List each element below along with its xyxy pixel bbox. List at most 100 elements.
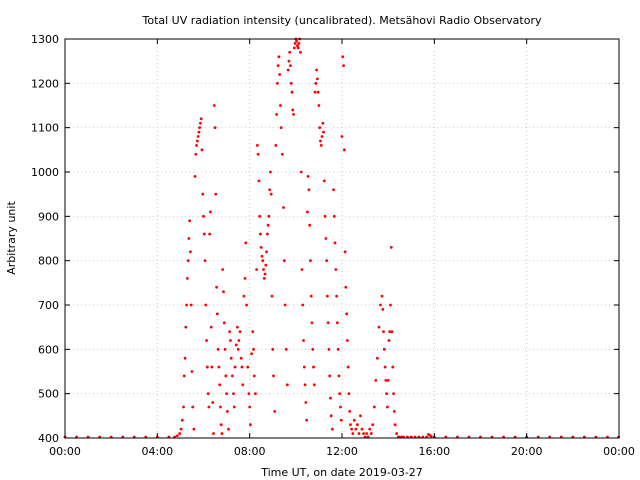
data-point <box>312 383 316 387</box>
data-point <box>224 374 228 378</box>
data-point <box>292 46 296 50</box>
data-point <box>295 44 299 48</box>
y-tick-label: 700 <box>38 299 59 312</box>
data-point <box>249 423 252 427</box>
data-point <box>265 232 269 236</box>
data-point <box>339 405 342 409</box>
data-point <box>203 259 207 263</box>
data-point <box>354 427 358 431</box>
data-point <box>335 321 339 325</box>
data-point <box>262 277 266 280</box>
data-point <box>201 192 205 196</box>
data-point <box>275 112 278 116</box>
data-point <box>272 374 275 378</box>
data-point <box>360 427 364 431</box>
data-point <box>278 73 282 76</box>
data-point <box>384 378 388 382</box>
data-point <box>334 268 338 271</box>
y-tick-label: 900 <box>38 210 59 223</box>
data-point <box>344 285 348 289</box>
data-point <box>332 188 335 192</box>
data-point <box>315 77 319 81</box>
x-tick-label: 16:00 <box>418 445 450 458</box>
data-point <box>284 347 288 351</box>
data-point <box>207 405 211 409</box>
data-point <box>259 245 263 249</box>
data-point <box>219 423 223 427</box>
data-point <box>291 108 295 112</box>
data-point <box>215 312 219 316</box>
data-point <box>190 370 194 373</box>
data-point <box>232 405 236 409</box>
data-point <box>429 434 433 438</box>
data-point <box>277 55 281 59</box>
data-point <box>273 410 277 413</box>
data-point <box>299 50 302 54</box>
data-point <box>252 374 256 378</box>
data-point <box>379 303 382 307</box>
data-point <box>319 139 322 143</box>
data-point <box>196 135 200 138</box>
data-point <box>264 263 268 267</box>
data-point <box>327 347 331 351</box>
data-point <box>300 268 304 271</box>
data-point <box>262 268 265 271</box>
data-point <box>256 152 260 156</box>
data-point <box>323 214 327 218</box>
data-point <box>242 294 246 298</box>
data-point <box>385 405 389 409</box>
y-tick-label: 1100 <box>31 122 59 135</box>
data-point <box>345 312 349 316</box>
x-tick-label: 20:00 <box>511 445 543 458</box>
data-point <box>228 330 232 333</box>
data-point <box>288 50 292 54</box>
data-point <box>282 259 286 263</box>
data-point <box>199 117 203 121</box>
data-point <box>232 392 235 396</box>
data-point <box>387 339 391 342</box>
data-point <box>335 294 339 298</box>
chart-title: Total UV radiation intensity (uncalibrat… <box>142 14 542 27</box>
data-point <box>194 152 198 156</box>
data-point <box>380 294 384 298</box>
data-point <box>185 277 189 280</box>
y-tick-label: 600 <box>38 343 59 356</box>
data-point <box>205 339 208 342</box>
data-point <box>189 250 192 254</box>
data-point <box>213 126 217 130</box>
data-point <box>324 237 328 240</box>
data-point <box>265 250 268 254</box>
data-point <box>315 68 319 72</box>
data-point <box>182 405 185 409</box>
data-point <box>192 427 196 431</box>
data-point <box>178 432 182 435</box>
data-point <box>220 432 224 435</box>
data-point <box>325 294 329 298</box>
data-point <box>187 237 191 240</box>
data-point <box>328 374 332 378</box>
data-point <box>255 268 258 271</box>
y-tick-label: 1300 <box>31 33 59 46</box>
data-point <box>212 432 215 435</box>
data-point <box>208 232 212 236</box>
data-point <box>257 179 261 183</box>
data-point <box>322 130 325 134</box>
axis-ticks <box>64 38 620 439</box>
data-point <box>216 347 220 351</box>
data-point <box>259 232 262 236</box>
data-point <box>274 144 278 147</box>
data-point <box>321 121 325 125</box>
data-point <box>247 392 251 396</box>
x-tick-label: 08:00 <box>234 445 266 458</box>
data-point <box>316 90 320 94</box>
data-point <box>225 410 229 413</box>
data-point <box>372 405 376 409</box>
data-point <box>289 64 292 67</box>
data-point <box>250 352 253 356</box>
data-point <box>383 365 387 369</box>
data-point <box>282 206 285 209</box>
data-point <box>346 365 350 369</box>
data-point <box>254 392 257 396</box>
data-point <box>325 259 329 263</box>
